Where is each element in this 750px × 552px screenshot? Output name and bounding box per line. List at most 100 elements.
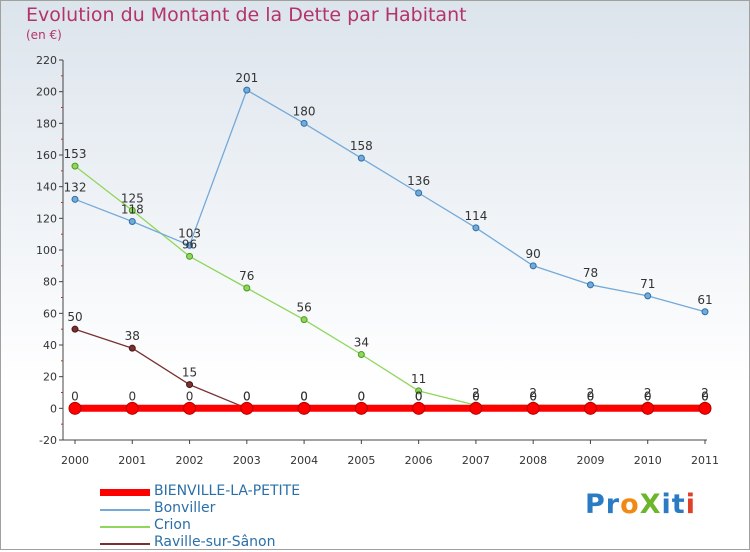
data-label: 76 — [239, 269, 254, 283]
data-point — [71, 325, 79, 333]
legend-swatch — [100, 509, 150, 511]
data-label: 0 — [472, 389, 480, 403]
data-point — [357, 154, 365, 162]
data-label: 90 — [526, 247, 541, 261]
series-line-bonviller — [74, 89, 706, 313]
data-label: 2 — [644, 386, 652, 400]
data-label: 0 — [701, 389, 709, 403]
data-label: 61 — [697, 293, 712, 307]
data-label: 50 — [67, 310, 82, 324]
data-label: 2 — [529, 386, 537, 400]
data-label: 11 — [411, 372, 426, 386]
data-label: 0 — [415, 389, 423, 403]
data-point — [297, 401, 311, 415]
data-label: 158 — [350, 139, 373, 153]
data-label: 0 — [300, 389, 308, 403]
data-point — [128, 344, 136, 352]
x-tick-label: 2002 — [176, 454, 204, 467]
data-label: 0 — [128, 389, 136, 403]
data-label: 0 — [243, 389, 251, 403]
data-point — [128, 206, 136, 214]
data-label: 0 — [644, 389, 652, 403]
data-point — [469, 401, 483, 415]
data-point — [529, 262, 537, 270]
y-tick-label: 40 — [43, 339, 57, 352]
x-tick-label: 2007 — [462, 454, 490, 467]
data-label: 0 — [243, 389, 251, 403]
data-label: 0 — [71, 389, 79, 403]
data-label: 180 — [293, 104, 316, 118]
data-label: 0 — [529, 389, 537, 403]
y-tick-label: 60 — [43, 307, 57, 320]
y-tick-label: 140 — [36, 181, 57, 194]
data-point — [701, 308, 709, 316]
x-tick-label: 2005 — [347, 454, 375, 467]
chart-title: Evolution du Montant de la Dette par Hab… — [26, 4, 467, 26]
data-label: 0 — [358, 389, 366, 403]
data-point — [186, 381, 194, 389]
y-tick-label: 160 — [36, 149, 57, 162]
data-label: 34 — [354, 336, 369, 350]
data-label: 0 — [644, 389, 652, 403]
y-tick-label: 80 — [43, 276, 57, 289]
data-point — [183, 401, 197, 415]
data-point — [71, 195, 79, 203]
data-label: 0 — [701, 389, 709, 403]
data-label: 0 — [529, 389, 537, 403]
y-tick-label: -20 — [39, 434, 57, 447]
y-tick-label: 220 — [36, 54, 57, 67]
data-label: 38 — [125, 329, 140, 343]
proxiti-logo: ProXiti — [585, 489, 696, 520]
legend-swatch — [100, 489, 150, 496]
data-label: 132 — [64, 180, 87, 194]
data-label: 103 — [178, 226, 201, 240]
data-point — [357, 351, 365, 358]
series-line-raville-sur-s-non — [74, 328, 705, 409]
x-tick-label: 2001 — [118, 454, 146, 467]
data-point — [128, 218, 136, 225]
x-tick-label: 2011 — [691, 454, 719, 467]
data-point — [586, 281, 594, 289]
data-label: 0 — [300, 389, 308, 403]
data-point — [583, 401, 597, 415]
data-label: 0 — [358, 389, 366, 403]
data-point — [186, 241, 194, 249]
series-line-crion — [74, 165, 705, 406]
data-point — [644, 292, 652, 300]
data-point — [240, 401, 254, 415]
data-label: 136 — [407, 174, 430, 188]
chart-unit-label: (en €) — [26, 28, 62, 42]
data-point — [472, 224, 480, 232]
legend-swatch — [100, 526, 150, 528]
data-label: 0 — [587, 389, 595, 403]
legend-label: Raville-sur-Sânon — [154, 534, 276, 550]
data-label: 15 — [182, 366, 197, 380]
data-label: 2 — [587, 386, 595, 400]
data-point — [300, 316, 308, 324]
x-tick-label: 2008 — [519, 454, 547, 467]
data-point — [68, 401, 82, 415]
data-label: 2 — [701, 386, 709, 400]
data-point — [412, 401, 426, 415]
data-label: 0 — [472, 389, 480, 403]
y-tick-label: 20 — [43, 371, 57, 384]
x-tick-label: 2009 — [576, 454, 604, 467]
data-label: 0 — [415, 389, 423, 403]
data-point — [300, 119, 308, 127]
data-label: 56 — [296, 301, 311, 315]
data-label: 201 — [235, 71, 258, 85]
data-point — [125, 401, 139, 415]
x-tick-label: 2004 — [290, 454, 318, 467]
y-tick-label: 180 — [36, 117, 57, 130]
y-tick-label: 200 — [36, 86, 57, 99]
data-label: 118 — [121, 203, 144, 217]
data-point — [243, 284, 251, 292]
legend-label: Crion — [154, 517, 191, 533]
data-label: 2 — [472, 386, 480, 400]
x-tick-label: 2010 — [634, 454, 662, 467]
data-label: 78 — [583, 266, 598, 280]
x-tick-label: 2000 — [61, 454, 89, 467]
